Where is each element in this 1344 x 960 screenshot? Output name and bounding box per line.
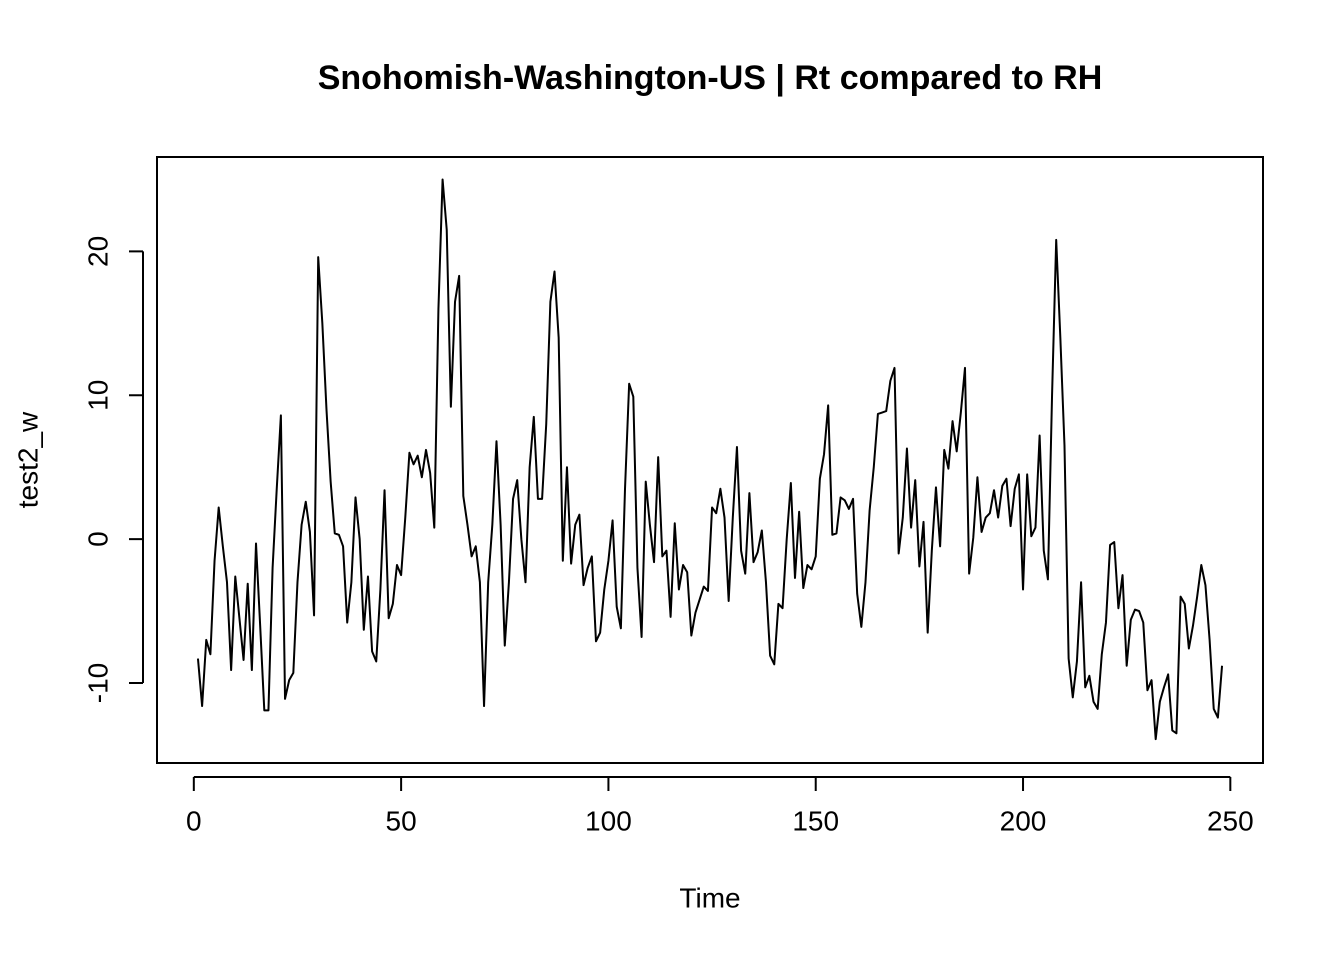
x-tick-label: 200 bbox=[1000, 805, 1047, 836]
y-tick-label: 10 bbox=[82, 380, 113, 411]
plot-box bbox=[156, 156, 1264, 764]
x-tick-label: 150 bbox=[792, 805, 839, 836]
chart-title: Snohomish-Washington-US | Rt compared to… bbox=[318, 59, 1103, 97]
x-tick-label: 100 bbox=[585, 805, 632, 836]
x-tick-label: 250 bbox=[1207, 805, 1254, 836]
y-tick-label: -10 bbox=[82, 663, 113, 703]
x-axis-label: Time bbox=[679, 882, 740, 913]
x-tick-label: 50 bbox=[386, 805, 417, 836]
x-tick-label: 0 bbox=[186, 805, 202, 836]
y-tick-label: 20 bbox=[82, 236, 113, 267]
data-line bbox=[196, 178, 1224, 741]
y-tick-label: 0 bbox=[82, 531, 113, 547]
y-axis-label: test2_w bbox=[12, 411, 43, 508]
